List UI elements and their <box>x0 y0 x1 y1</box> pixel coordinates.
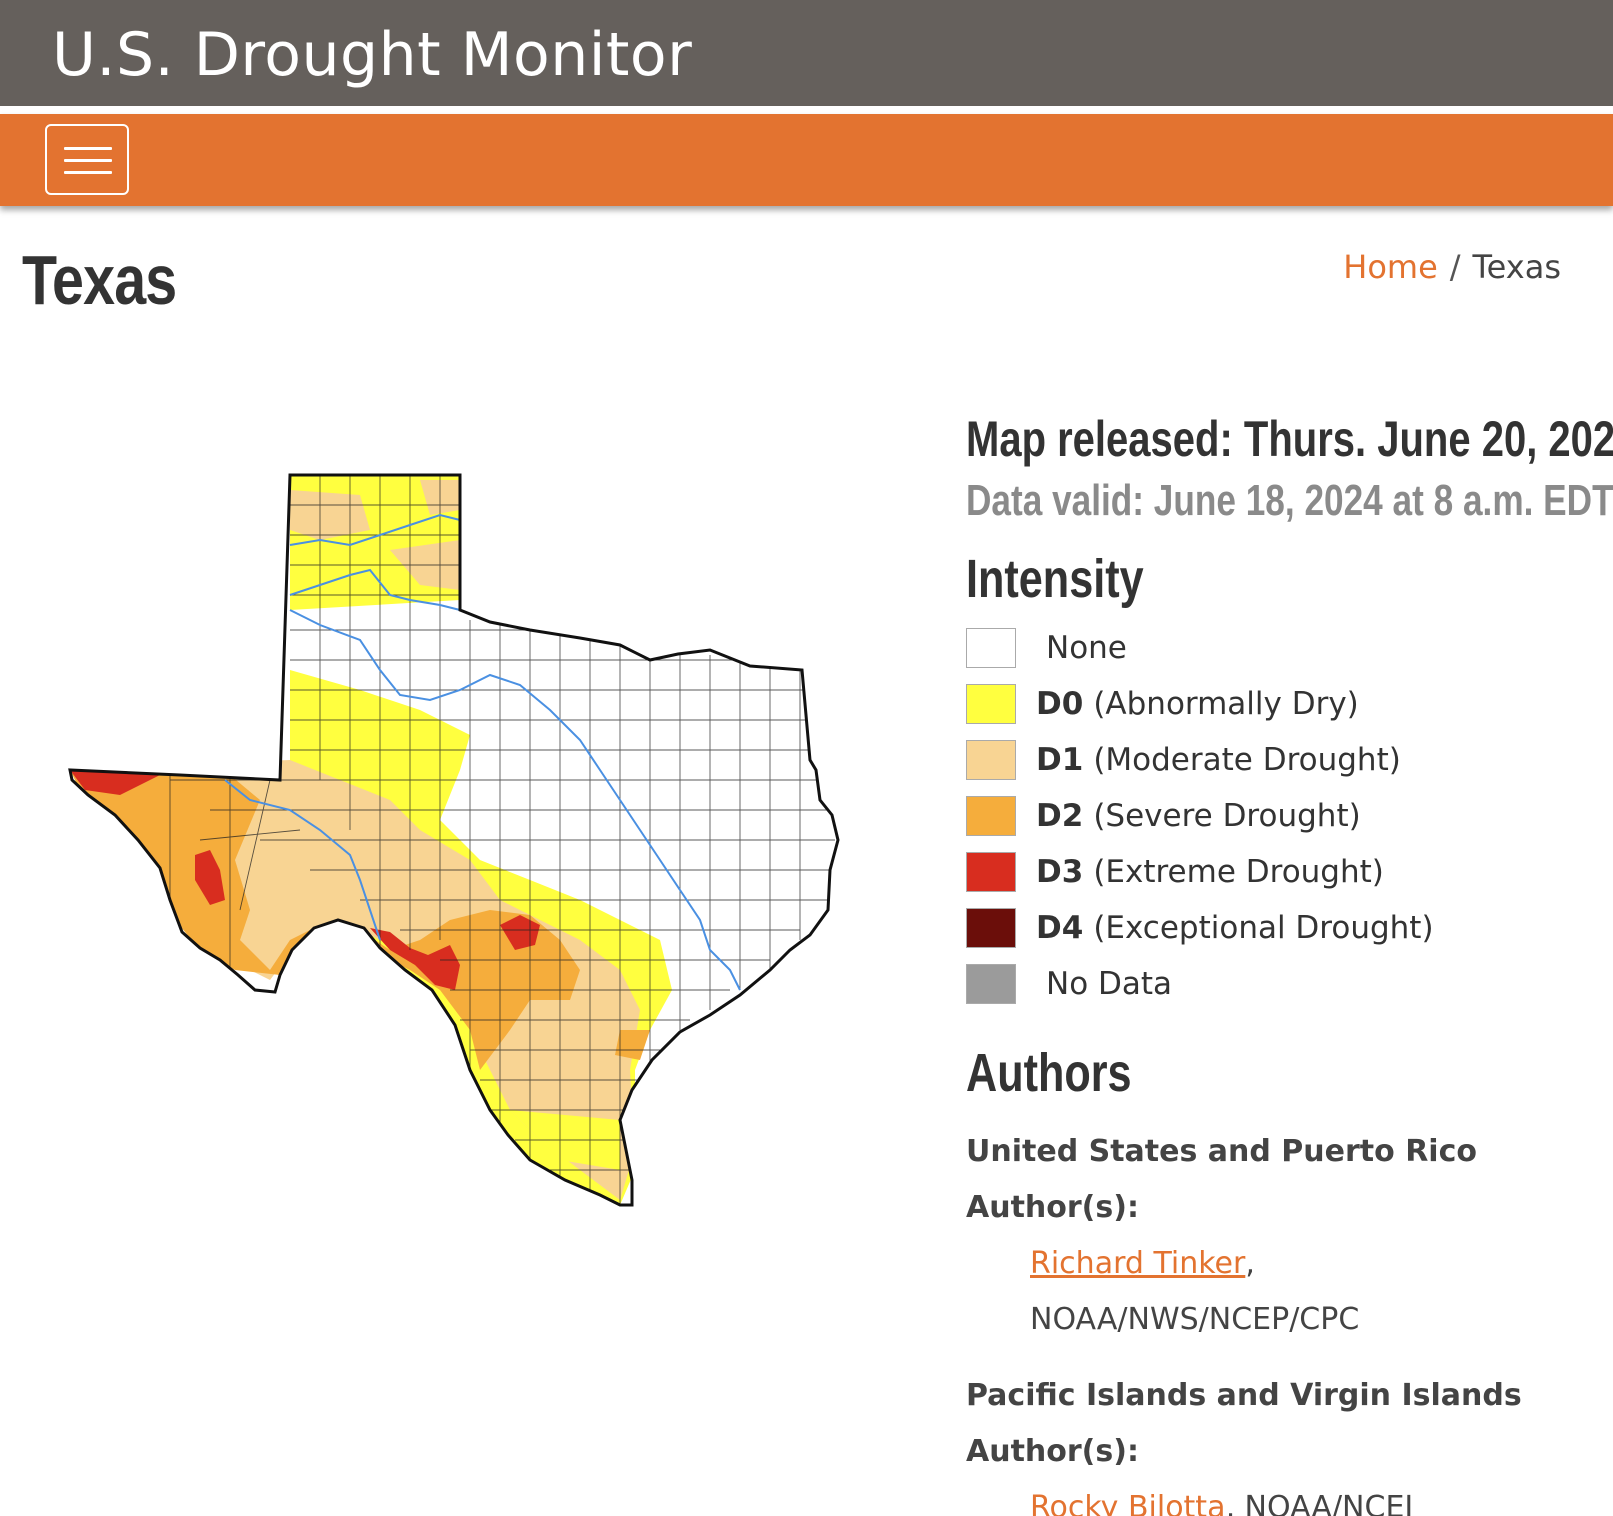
hamburger-menu-icon-bar <box>64 159 112 162</box>
legend-swatch-d4 <box>966 908 1016 948</box>
legend-item-no-data: No Data <box>966 956 1606 1012</box>
author-org-us: NOAA/NWS/NCEP/CPC <box>1030 1302 1360 1337</box>
legend-item-d3: D3 (Extreme Drought) <box>966 844 1606 900</box>
authors-heading: Authors <box>966 1043 1132 1103</box>
author-link-rocky-bilotta[interactable]: Rocky Bilotta <box>1030 1490 1226 1516</box>
breadcrumb-home-link[interactable]: Home <box>1343 248 1438 286</box>
author-link-richard-tinker[interactable]: Richard Tinker <box>1030 1246 1246 1281</box>
author-line-us: Richard Tinker, <box>966 1236 1606 1292</box>
header-divider <box>0 106 1613 114</box>
author-suffix: , NOAA/NCEI <box>1225 1490 1414 1516</box>
legend-item-d0: D0 (Abnormally Dry) <box>966 676 1606 732</box>
texas-drought-map-image <box>68 473 840 1207</box>
map-info-panel: Map released: Thurs. June 20, 2024 Data … <box>966 410 1613 1516</box>
navbar <box>0 114 1613 206</box>
hamburger-menu-icon-bar <box>64 171 112 174</box>
page-title: Texas <box>22 241 177 319</box>
drought-map[interactable] <box>60 470 880 1250</box>
legend-swatch-no-data <box>966 964 1016 1004</box>
legend-code: D3 <box>1036 854 1084 890</box>
author-suffix: , <box>1245 1246 1255 1281</box>
map-released-date: Map released: Thurs. June 20, 2024 <box>966 411 1613 467</box>
breadcrumb: Home / Texas <box>1343 248 1561 286</box>
legend-swatch-d3 <box>966 852 1016 892</box>
breadcrumb-separator: / <box>1449 248 1461 286</box>
legend-label: (Exceptional Drought) <box>1093 910 1434 946</box>
site-header: U.S. Drought Monitor <box>0 0 1613 106</box>
hamburger-menu-button[interactable] <box>45 124 129 195</box>
intensity-heading: Intensity <box>966 549 1144 609</box>
legend-swatch-d1 <box>966 740 1016 780</box>
legend-label: (Abnormally Dry) <box>1093 686 1359 722</box>
breadcrumb-current: Texas <box>1472 248 1561 286</box>
legend-code: D0 <box>1036 686 1084 722</box>
legend-swatch-d0 <box>966 684 1016 724</box>
legend-label: None <box>1046 630 1127 666</box>
legend-code: D1 <box>1036 742 1084 778</box>
author-group-title-pacific: Pacific Islands and Virgin Islands Autho… <box>966 1378 1522 1469</box>
site-title[interactable]: U.S. Drought Monitor <box>52 20 693 90</box>
legend-swatch-d2 <box>966 796 1016 836</box>
legend-item-d2: D2 (Severe Drought) <box>966 788 1606 844</box>
legend-label: (Extreme Drought) <box>1093 854 1384 890</box>
author-group-title-us: United States and Puerto Rico Author(s): <box>966 1134 1477 1225</box>
legend-code: D2 <box>1036 798 1084 834</box>
intensity-legend: None D0 (Abnormally Dry) D1 (Moderate Dr… <box>966 620 1606 1012</box>
legend-code: D4 <box>1036 910 1084 946</box>
data-valid-date: Data valid: June 18, 2024 at 8 a.m. EDT <box>966 476 1613 525</box>
legend-item-d4: D4 (Exceptional Drought) <box>966 900 1606 956</box>
hamburger-menu-icon <box>64 147 112 150</box>
legend-label: No Data <box>1046 966 1173 1002</box>
legend-item-none: None <box>966 620 1606 676</box>
legend-item-d1: D1 (Moderate Drought) <box>966 732 1606 788</box>
legend-label: (Severe Drought) <box>1093 798 1361 834</box>
legend-label: (Moderate Drought) <box>1093 742 1401 778</box>
legend-swatch-none <box>966 628 1016 668</box>
author-line-pacific: Rocky Bilotta, NOAA/NCEI <box>966 1480 1606 1516</box>
